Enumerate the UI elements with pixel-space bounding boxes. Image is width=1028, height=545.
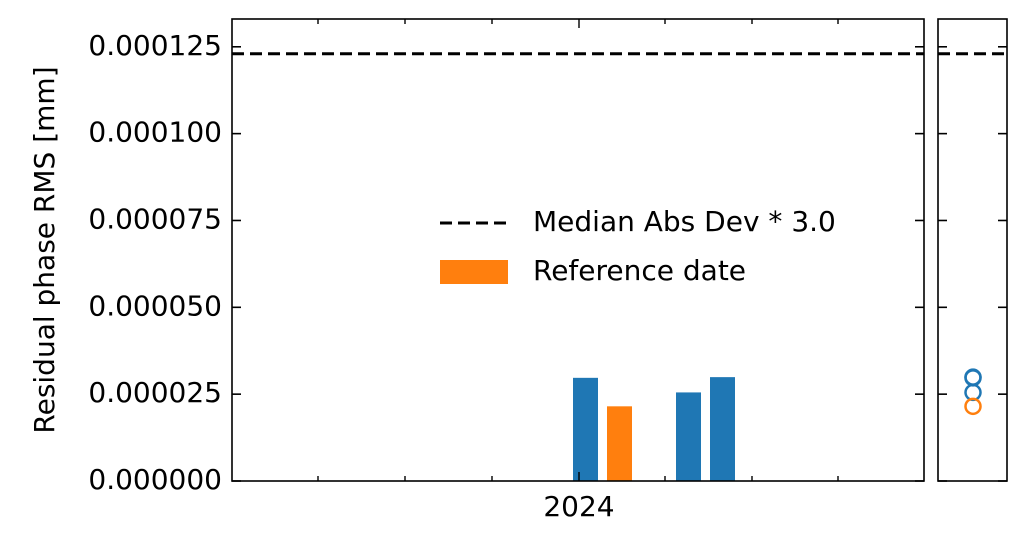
side-point	[964, 397, 982, 416]
side-point	[964, 368, 982, 386]
x-tick-label: 2024	[543, 490, 614, 523]
y-tick-label: 0.000075	[88, 202, 222, 235]
reference-bar	[607, 406, 632, 481]
y-tick-label: 0.000125	[88, 29, 222, 62]
bar	[573, 377, 598, 481]
legend: Median Abs Dev * 3.0 Reference date	[440, 205, 836, 287]
y-tick-label: 0.000100	[88, 116, 222, 149]
legend-label: Reference date	[533, 254, 746, 287]
side-panel-frame	[937, 18, 1008, 482]
bar	[676, 392, 701, 481]
plot-frame	[231, 18, 925, 482]
legend-patch-icon	[440, 260, 508, 284]
y-tick-label: 0.000025	[88, 376, 222, 409]
y-tick-label: 0.000050	[88, 289, 222, 322]
y-tick-label: 0.000000	[88, 463, 222, 496]
bar	[710, 377, 735, 481]
legend-label: Median Abs Dev * 3.0	[533, 205, 836, 238]
y-axis-label: Residual phase RMS [mm]	[28, 66, 61, 433]
